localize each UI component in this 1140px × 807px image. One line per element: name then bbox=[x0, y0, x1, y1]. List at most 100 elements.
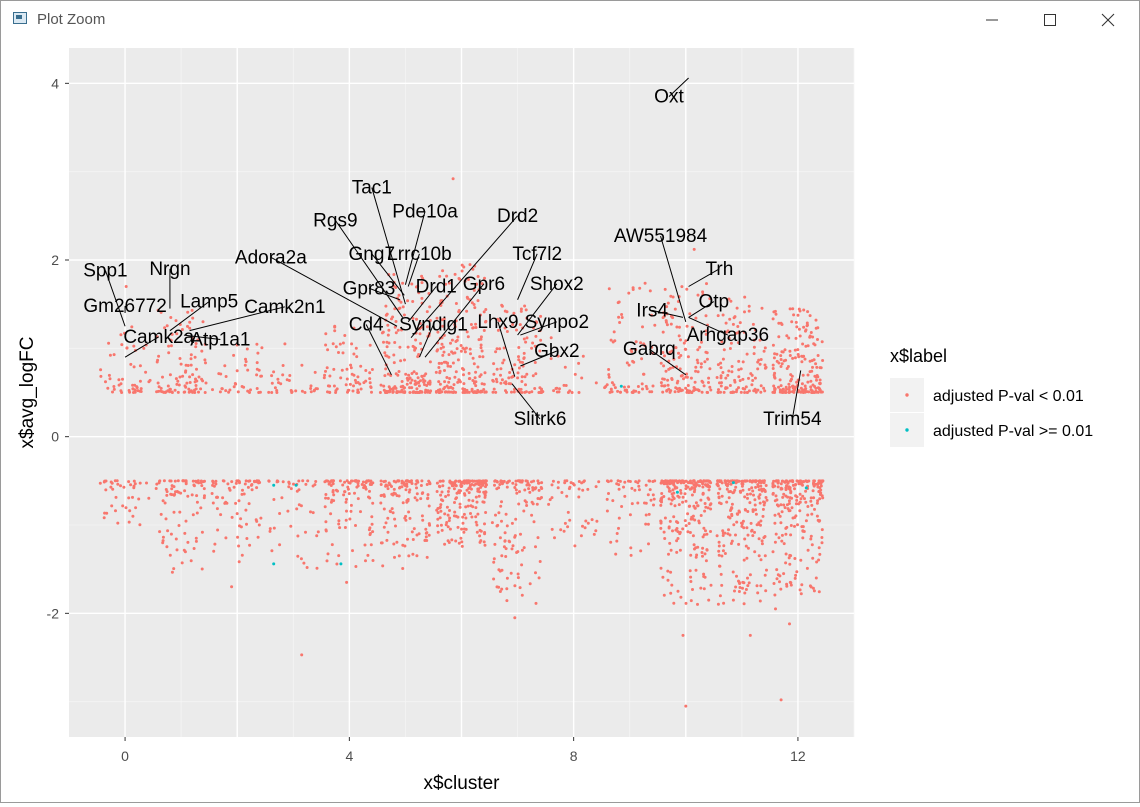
data-point bbox=[289, 389, 293, 392]
minimize-button[interactable] bbox=[963, 1, 1021, 39]
data-point bbox=[786, 365, 790, 368]
annotation-label: Gabrq bbox=[623, 339, 676, 360]
annotation-leader bbox=[334, 219, 404, 318]
maximize-button[interactable] bbox=[1021, 1, 1079, 39]
data-point bbox=[439, 346, 443, 350]
data-point bbox=[694, 316, 698, 320]
data-point bbox=[139, 387, 143, 391]
data-point bbox=[397, 554, 401, 558]
data-point bbox=[773, 593, 777, 597]
annotation-label: AW551984 bbox=[614, 226, 708, 247]
data-point bbox=[446, 513, 450, 517]
data-point bbox=[448, 509, 451, 512]
data-point bbox=[643, 501, 646, 505]
data-point bbox=[235, 343, 239, 347]
data-point bbox=[302, 561, 306, 565]
data-point bbox=[181, 374, 185, 378]
data-point bbox=[469, 323, 473, 326]
data-point bbox=[698, 345, 702, 349]
data-point bbox=[670, 349, 674, 353]
data-point bbox=[688, 531, 692, 534]
data-point bbox=[454, 390, 458, 394]
data-point bbox=[255, 486, 259, 490]
data-point bbox=[385, 354, 389, 358]
data-point bbox=[617, 526, 620, 530]
data-point bbox=[194, 536, 198, 540]
data-point-nonsig bbox=[619, 384, 623, 388]
data-point bbox=[818, 552, 822, 556]
data-point bbox=[392, 284, 396, 288]
data-point bbox=[244, 479, 248, 483]
data-point bbox=[520, 391, 524, 394]
data-point bbox=[184, 480, 188, 484]
data-point bbox=[566, 510, 570, 514]
data-point bbox=[563, 365, 567, 369]
data-point bbox=[675, 527, 679, 530]
data-point bbox=[695, 553, 699, 557]
data-point bbox=[386, 333, 390, 337]
data-point bbox=[442, 350, 446, 354]
data-point bbox=[681, 633, 685, 637]
close-button[interactable] bbox=[1079, 1, 1137, 39]
data-point bbox=[684, 499, 688, 503]
data-point bbox=[476, 390, 480, 394]
data-point bbox=[167, 344, 171, 348]
data-point bbox=[784, 552, 788, 556]
data-point bbox=[733, 380, 737, 384]
data-point bbox=[644, 384, 648, 388]
data-point bbox=[530, 500, 534, 504]
data-point bbox=[348, 382, 352, 386]
data-point bbox=[798, 588, 802, 592]
data-point bbox=[625, 390, 629, 394]
data-point bbox=[363, 484, 366, 487]
data-point bbox=[813, 479, 816, 483]
data-point bbox=[246, 485, 250, 489]
data-point bbox=[609, 387, 613, 391]
data-point bbox=[349, 509, 353, 513]
data-point bbox=[460, 540, 464, 544]
data-point bbox=[363, 543, 367, 547]
data-point bbox=[618, 479, 622, 483]
data-point bbox=[536, 497, 540, 500]
data-point bbox=[675, 387, 679, 391]
data-point bbox=[721, 371, 725, 374]
data-point bbox=[230, 515, 234, 519]
data-point bbox=[758, 338, 762, 342]
data-point bbox=[747, 376, 750, 380]
data-point bbox=[438, 382, 442, 386]
data-point bbox=[743, 591, 747, 595]
data-point bbox=[662, 593, 666, 597]
data-point bbox=[617, 315, 621, 319]
data-point bbox=[516, 576, 520, 580]
data-point bbox=[617, 487, 621, 491]
data-point bbox=[492, 560, 496, 564]
data-point bbox=[400, 481, 404, 485]
data-point bbox=[638, 286, 642, 290]
data-point bbox=[164, 517, 168, 521]
data-point bbox=[639, 549, 643, 553]
data-point bbox=[156, 358, 160, 362]
data-point bbox=[395, 391, 399, 394]
data-point bbox=[511, 481, 515, 485]
data-point bbox=[286, 509, 290, 513]
data-point bbox=[386, 516, 390, 520]
title-bar[interactable]: Plot Zoom bbox=[1, 1, 1139, 39]
data-point bbox=[517, 366, 521, 370]
data-point bbox=[505, 524, 509, 528]
data-point bbox=[518, 490, 521, 494]
data-point bbox=[368, 381, 372, 385]
data-point bbox=[474, 520, 478, 524]
data-point bbox=[669, 502, 673, 506]
data-point bbox=[200, 484, 204, 488]
data-point bbox=[306, 479, 310, 483]
data-point bbox=[800, 583, 804, 587]
data-point bbox=[511, 323, 515, 326]
annotation-label: Drd1 bbox=[416, 277, 457, 298]
data-point bbox=[777, 335, 781, 339]
data-point bbox=[516, 572, 520, 576]
data-point bbox=[332, 493, 336, 497]
data-point bbox=[258, 481, 262, 484]
data-point bbox=[816, 499, 820, 503]
data-point bbox=[759, 358, 763, 361]
data-point bbox=[775, 352, 779, 356]
